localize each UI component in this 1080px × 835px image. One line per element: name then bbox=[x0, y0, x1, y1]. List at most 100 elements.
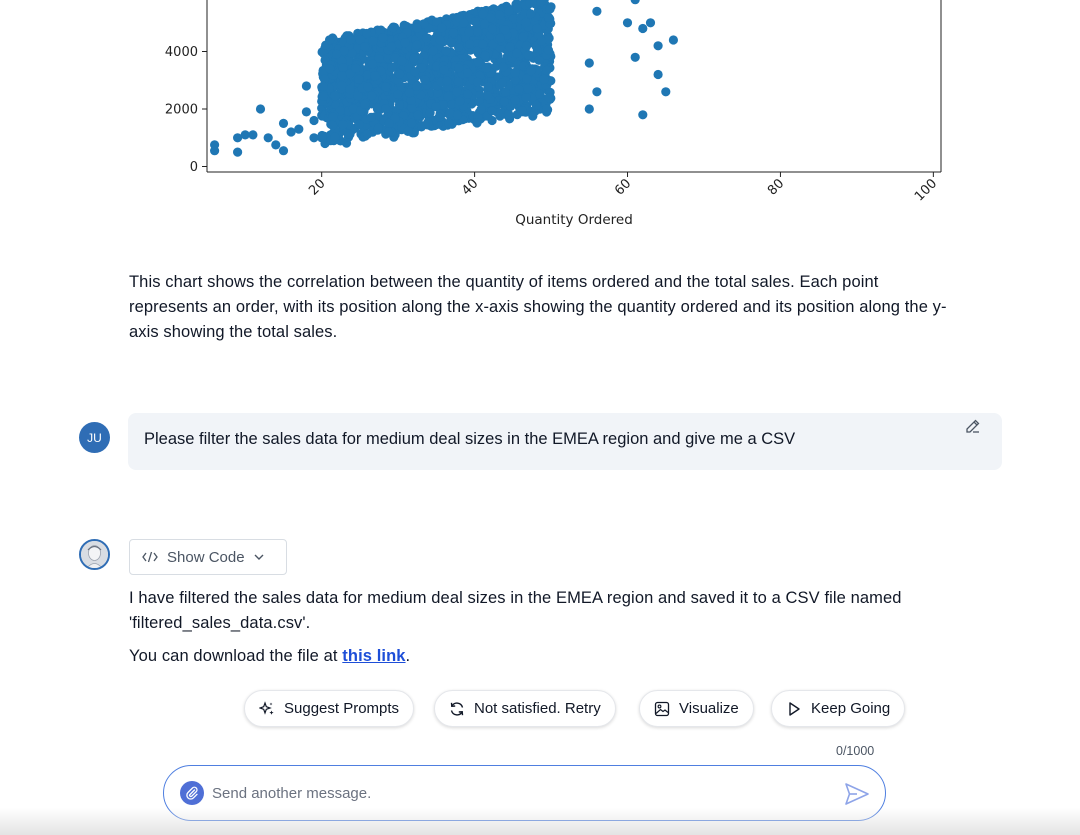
data-point bbox=[592, 6, 602, 16]
data-point bbox=[455, 96, 465, 106]
sparkle-icon bbox=[259, 700, 274, 715]
data-point bbox=[521, 93, 531, 103]
data-point bbox=[403, 126, 413, 136]
data-point bbox=[420, 75, 430, 85]
attach-button[interactable] bbox=[180, 781, 204, 805]
data-point bbox=[445, 108, 455, 118]
suggest-prompts-label: Suggest Prompts bbox=[284, 700, 400, 717]
data-point bbox=[545, 4, 555, 14]
data-point bbox=[301, 107, 311, 117]
data-point bbox=[388, 23, 398, 33]
data-point bbox=[437, 23, 447, 33]
data-point bbox=[404, 88, 414, 98]
data-point bbox=[536, 0, 546, 7]
keep-going-label: Keep Going bbox=[811, 700, 891, 717]
data-point bbox=[463, 89, 473, 99]
user-message-bubble: Please filter the sales data for medium … bbox=[128, 413, 1002, 470]
data-point bbox=[453, 77, 463, 87]
data-point bbox=[543, 12, 554, 22]
data-point bbox=[483, 90, 493, 101]
data-point bbox=[479, 19, 490, 29]
data-point bbox=[442, 76, 452, 86]
data-point bbox=[435, 35, 445, 45]
data-point bbox=[542, 104, 552, 114]
data-point bbox=[481, 63, 491, 73]
retry-label: Not satisfied. Retry bbox=[474, 700, 601, 717]
data-point bbox=[487, 24, 497, 34]
data-point bbox=[386, 42, 397, 52]
keep-going-button[interactable]: Keep Going bbox=[771, 690, 906, 727]
edit-icon[interactable] bbox=[965, 418, 981, 434]
visualize-button[interactable]: Visualize bbox=[639, 690, 754, 727]
show-code-label: Show Code bbox=[167, 548, 245, 566]
data-point bbox=[521, 17, 531, 28]
data-point bbox=[354, 119, 364, 130]
data-point bbox=[500, 87, 511, 97]
data-point bbox=[510, 67, 520, 78]
data-point bbox=[413, 110, 423, 120]
data-point bbox=[355, 35, 365, 45]
data-point bbox=[395, 69, 405, 79]
retry-button[interactable]: Not satisfied. Retry bbox=[434, 690, 616, 727]
data-point bbox=[531, 100, 541, 110]
data-point bbox=[543, 45, 554, 55]
data-point bbox=[378, 33, 388, 43]
data-point bbox=[517, 106, 527, 116]
data-point bbox=[535, 89, 545, 99]
play-icon bbox=[789, 701, 800, 716]
message-input[interactable] bbox=[212, 782, 812, 804]
scatter-points bbox=[210, 0, 679, 157]
data-point bbox=[495, 33, 505, 43]
data-point bbox=[348, 104, 358, 114]
data-point bbox=[432, 61, 442, 71]
show-code-button[interactable]: Show Code bbox=[129, 539, 287, 575]
data-point bbox=[381, 82, 391, 92]
data-point bbox=[523, 50, 534, 60]
data-point bbox=[454, 42, 464, 52]
data-point bbox=[661, 87, 671, 97]
data-point bbox=[452, 87, 462, 97]
suggest-prompts-button[interactable]: Suggest Prompts bbox=[244, 690, 415, 727]
data-point bbox=[441, 46, 451, 56]
data-point bbox=[338, 120, 348, 130]
download-prefix: You can download the file at bbox=[129, 647, 343, 665]
data-point bbox=[584, 58, 594, 68]
data-point bbox=[526, 9, 536, 19]
data-point bbox=[419, 19, 429, 29]
download-link[interactable]: this link bbox=[342, 647, 406, 665]
x-axis-label: Quantity Ordered bbox=[515, 212, 633, 228]
data-point bbox=[465, 39, 475, 50]
data-point bbox=[544, 93, 554, 103]
data-point bbox=[487, 106, 497, 116]
data-point bbox=[263, 133, 273, 143]
bottom-fade bbox=[0, 808, 1080, 835]
data-point bbox=[387, 62, 397, 72]
data-point bbox=[510, 95, 520, 105]
data-point bbox=[622, 18, 633, 28]
data-point bbox=[286, 127, 296, 137]
data-point bbox=[630, 52, 640, 62]
data-point bbox=[345, 69, 355, 79]
data-point bbox=[360, 42, 370, 52]
y-tick-label: 0 bbox=[190, 160, 198, 175]
data-point bbox=[512, 3, 522, 14]
data-point bbox=[499, 97, 509, 107]
data-point bbox=[337, 71, 347, 81]
data-point bbox=[384, 127, 394, 137]
data-point bbox=[542, 65, 552, 75]
data-point bbox=[367, 91, 377, 101]
scatter-chart: 0 2000 4000 20 40 60 80 100 Quantity Ordered bbox=[0, 0, 1080, 240]
data-point bbox=[363, 82, 373, 92]
data-point bbox=[434, 112, 444, 122]
data-point bbox=[526, 65, 536, 76]
data-point bbox=[397, 56, 407, 66]
x-tick-label: 80 bbox=[765, 176, 787, 198]
data-point bbox=[528, 111, 538, 121]
data-point bbox=[278, 118, 289, 128]
data-point bbox=[354, 74, 364, 84]
visualize-label: Visualize bbox=[679, 700, 739, 717]
data-point bbox=[532, 23, 542, 34]
send-icon[interactable] bbox=[844, 782, 870, 806]
data-point bbox=[327, 120, 338, 130]
data-point bbox=[518, 32, 528, 42]
